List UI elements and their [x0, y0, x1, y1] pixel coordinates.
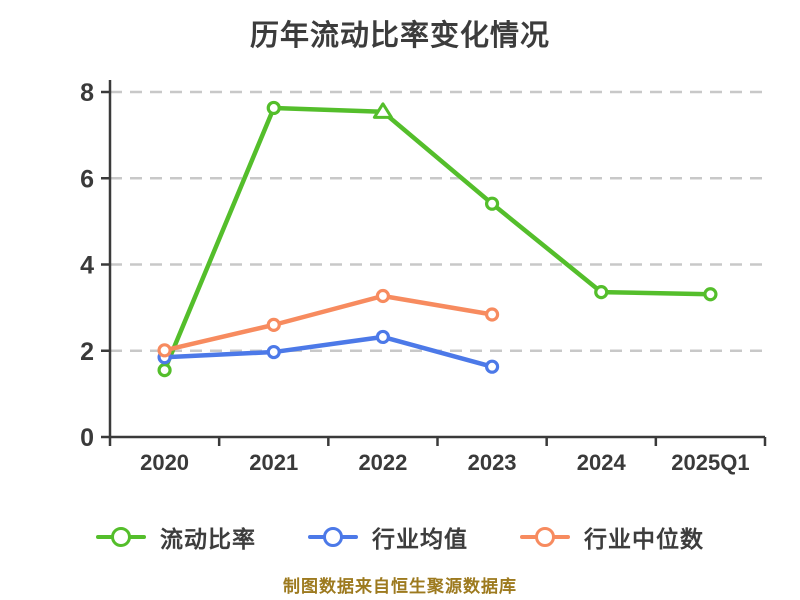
y-axis-label: 0 — [80, 424, 94, 452]
data-point-circle — [375, 329, 391, 345]
legend-item-liudongbilv[interactable]: 流动比率 — [96, 520, 256, 554]
legend-line-circle-icon — [96, 526, 146, 548]
legend-line-circle-icon — [308, 526, 358, 548]
series-line — [162, 105, 713, 373]
x-axis-label: 2025Q1 — [671, 450, 749, 475]
legend-label: 流动比率 — [160, 526, 256, 552]
x-axis-label: 2023 — [468, 450, 517, 475]
data-point-circle — [266, 317, 281, 332]
gridlines — [110, 90, 765, 352]
y-axis-label: 2 — [80, 338, 94, 366]
series-line — [162, 334, 495, 369]
y-axis-label: 8 — [80, 79, 94, 107]
legend-label: 行业中位数 — [584, 526, 704, 552]
legend-line-circle-icon — [520, 526, 570, 548]
x-axis-label: 2021 — [249, 450, 298, 475]
data-point-circle — [266, 344, 281, 360]
legend-item-hangyezhongweishu[interactable]: 行业中位数 — [520, 520, 704, 554]
y-axis-label: 4 — [80, 252, 94, 280]
data-point-triangle — [372, 102, 393, 119]
series-2-line-group — [157, 288, 500, 358]
legend-label: 行业均值 — [372, 526, 468, 552]
data-source-note: 制图数据来自恒生聚源数据库 — [283, 577, 517, 596]
data-point-circle — [157, 363, 172, 378]
chart-title: 历年流动比率变化情况 — [249, 20, 550, 52]
legend-item-hangyejunzhi[interactable]: 行业均值 — [308, 520, 468, 554]
y-axis: 0 2 4 6 8 — [80, 79, 110, 452]
data-point-circle — [484, 307, 500, 322]
series-0-line-group — [157, 100, 718, 378]
y-axis-label: 6 — [80, 165, 94, 193]
x-axis-label: 2022 — [358, 450, 407, 475]
data-point-circle — [703, 287, 718, 302]
data-point-circle — [375, 288, 391, 304]
x-axis-label: 2020 — [140, 450, 189, 475]
data-point-circle — [484, 196, 500, 211]
legend: 流动比率 行业均值 行业中位数 — [0, 516, 800, 558]
axis-lines — [108, 80, 765, 439]
series-line — [162, 293, 495, 353]
x-axis: 2020 2021 2022 2023 2024 2025Q1 — [108, 437, 767, 475]
data-point-circle — [594, 285, 609, 300]
data-point-circle — [266, 100, 281, 116]
data-point-circle — [484, 359, 500, 374]
x-axis-label: 2024 — [577, 450, 627, 475]
data-point-circle — [157, 343, 172, 358]
